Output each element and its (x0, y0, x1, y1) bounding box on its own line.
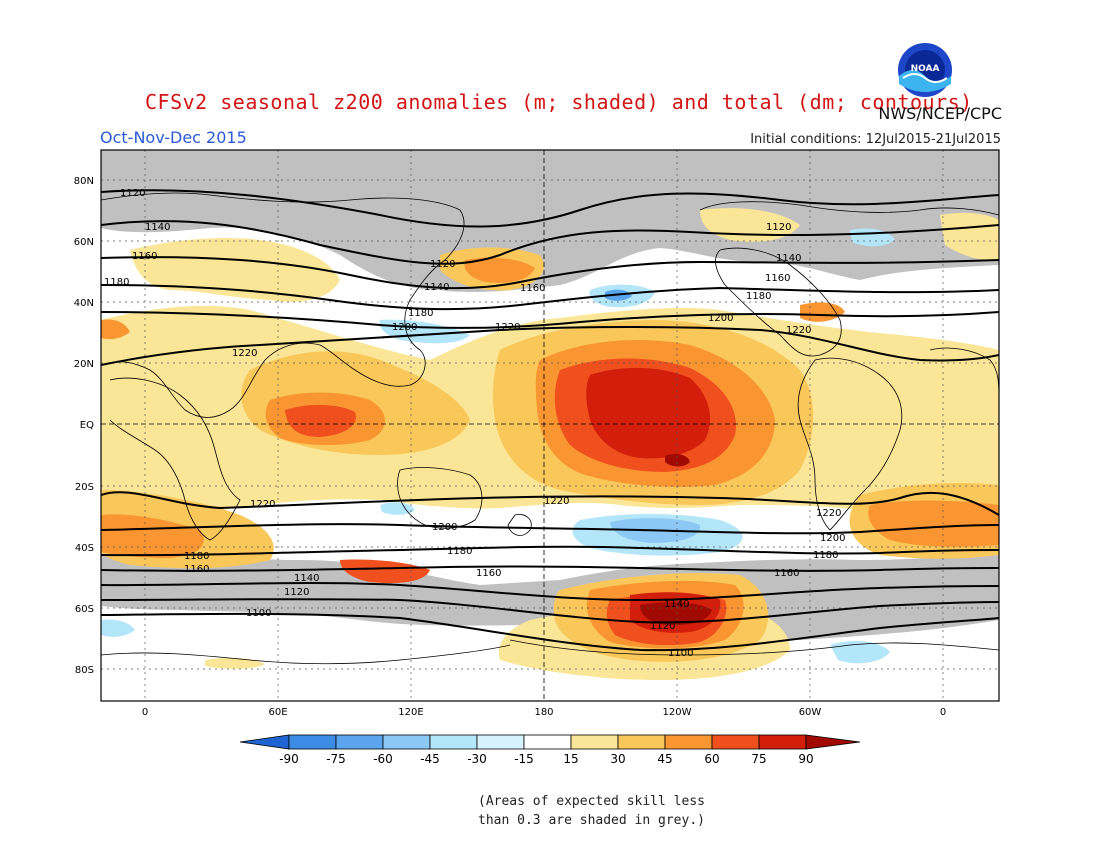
colorbar-label: 90 (798, 752, 813, 766)
colorbar-swatch (382, 734, 431, 750)
lon-label: 0 (142, 707, 148, 718)
contour-label-1220: 1220 (816, 508, 841, 519)
lat-label: EQ (80, 420, 94, 431)
contour-label-1200: 1200 (432, 522, 457, 533)
contour-label-1200: 1200 (708, 313, 733, 324)
lon-label: 180 (534, 707, 553, 718)
contour-label-1200: 1200 (820, 533, 845, 544)
colorbar-swatch (711, 734, 760, 750)
colorbar-label: 15 (563, 752, 578, 766)
contour-label-1180: 1180 (746, 291, 771, 302)
contour-label-1140: 1140 (294, 573, 319, 584)
noaa-logo-text: NOAA (911, 64, 940, 74)
colorbar-label: 30 (610, 752, 625, 766)
colorbar-swatch (523, 734, 572, 750)
contour-label-1120: 1120 (766, 222, 791, 233)
contour-label-1220: 1220 (544, 496, 569, 507)
contour-label-1120: 1120 (430, 259, 455, 270)
colorbar-arrow-left (239, 734, 290, 750)
lat-label: 20N (74, 359, 94, 370)
map-frame (100, 149, 1000, 702)
contour-label-1220: 1220 (250, 499, 275, 510)
colorbar-labels: -90 -75 -60 -45 -30 -15 15 30 45 60 75 9… (279, 752, 813, 766)
contour-label-1180: 1180 (447, 546, 472, 557)
colorbar-swatch (758, 734, 807, 750)
contour-label-1180: 1180 (813, 550, 838, 561)
agency-label: NWS/NCEP/CPC (878, 104, 1002, 123)
contour-label-1140: 1140 (145, 222, 170, 233)
colorbar-swatch (335, 734, 384, 750)
contour-label-1140: 1140 (664, 599, 689, 610)
contour-label-1160: 1160 (476, 568, 501, 579)
initial-conditions: Initial conditions: 12Jul2015-21Jul2015 (750, 132, 1001, 147)
contour-label-1180: 1180 (408, 308, 433, 319)
colorbar-swatch (664, 734, 713, 750)
skill-note-line2: than 0.3 are shaded in grey.) (478, 813, 705, 828)
lat-label: 60N (74, 237, 94, 248)
contour-label-1120: 1120 (284, 587, 309, 598)
skill-note-line1: (Areas of expected skill less (478, 794, 705, 809)
colorbar-label: 75 (751, 752, 766, 766)
contour-label-1180: 1180 (184, 551, 209, 562)
contour-label-1100: 1100 (246, 608, 271, 619)
contour-label-1160: 1160 (765, 273, 790, 284)
colorbar-label: 60 (704, 752, 719, 766)
contour-label-1220: 1220 (786, 325, 811, 336)
colorbar-label: -60 (373, 752, 393, 766)
colorbar-swatch (617, 734, 666, 750)
contour-label-1120: 1120 (120, 188, 145, 199)
colorbar-label: -90 (279, 752, 299, 766)
map-title: CFSv2 seasonal z200 anomalies (m; shaded… (145, 90, 973, 114)
contour-label-1160: 1160 (184, 564, 209, 575)
height-contours (101, 189, 999, 652)
longitude-labels: 0 60E 120E 180 120W 60W 0 (142, 707, 946, 718)
noaa-logo-icon: NOAA (895, 40, 955, 104)
colorbar-label: -15 (514, 752, 534, 766)
colorbar-label: -75 (326, 752, 346, 766)
lat-label: 60S (75, 604, 94, 615)
contour-labels: 1120 1140 1160 1180 1220 1120 1140 1180 … (104, 188, 845, 659)
lon-label: 0 (940, 707, 946, 718)
lon-label: 120E (398, 707, 423, 718)
colorbar (239, 734, 861, 750)
contour-label-1160: 1160 (774, 568, 799, 579)
contour-label-1220: 1220 (495, 322, 520, 333)
contour-label-1200: 1200 (392, 322, 417, 333)
colorbar-swatch (476, 734, 525, 750)
colorbar-label: -30 (467, 752, 487, 766)
contour-label-1140: 1140 (424, 282, 449, 293)
lon-label: 60E (268, 707, 287, 718)
latitude-labels: 80N 60N 40N 20N EQ 20S 40S 60S 80S (74, 176, 94, 676)
coastlines (101, 192, 999, 665)
equator-dateline (101, 150, 999, 701)
forecast-period: Oct-Nov-Dec 2015 (100, 128, 247, 147)
skill-note: (Areas of expected skill less than 0.3 a… (478, 792, 705, 830)
contour-label-1160: 1160 (132, 251, 157, 262)
colorbar-label: -45 (420, 752, 440, 766)
lon-label: 60W (799, 707, 822, 718)
contour-label-1220: 1220 (232, 348, 257, 359)
lat-label: 80S (75, 665, 94, 676)
colorbar-arrow-right (805, 734, 861, 750)
colorbar-swatch (429, 734, 478, 750)
map-grid (101, 150, 999, 701)
lat-label: 40S (75, 543, 94, 554)
contour-label-1100: 1100 (668, 648, 693, 659)
contour-label-1160: 1160 (520, 283, 545, 294)
lat-label: 80N (74, 176, 94, 187)
colorbar-swatch (288, 734, 337, 750)
contour-label-1140: 1140 (776, 253, 801, 264)
lat-label: 40N (74, 298, 94, 309)
colorbar-swatch (570, 734, 619, 750)
lon-label: 120W (663, 707, 692, 718)
colorbar-label: 45 (657, 752, 672, 766)
lat-label: 20S (75, 482, 94, 493)
contour-label-1180: 1180 (104, 277, 129, 288)
contour-label-1120: 1120 (650, 621, 675, 632)
